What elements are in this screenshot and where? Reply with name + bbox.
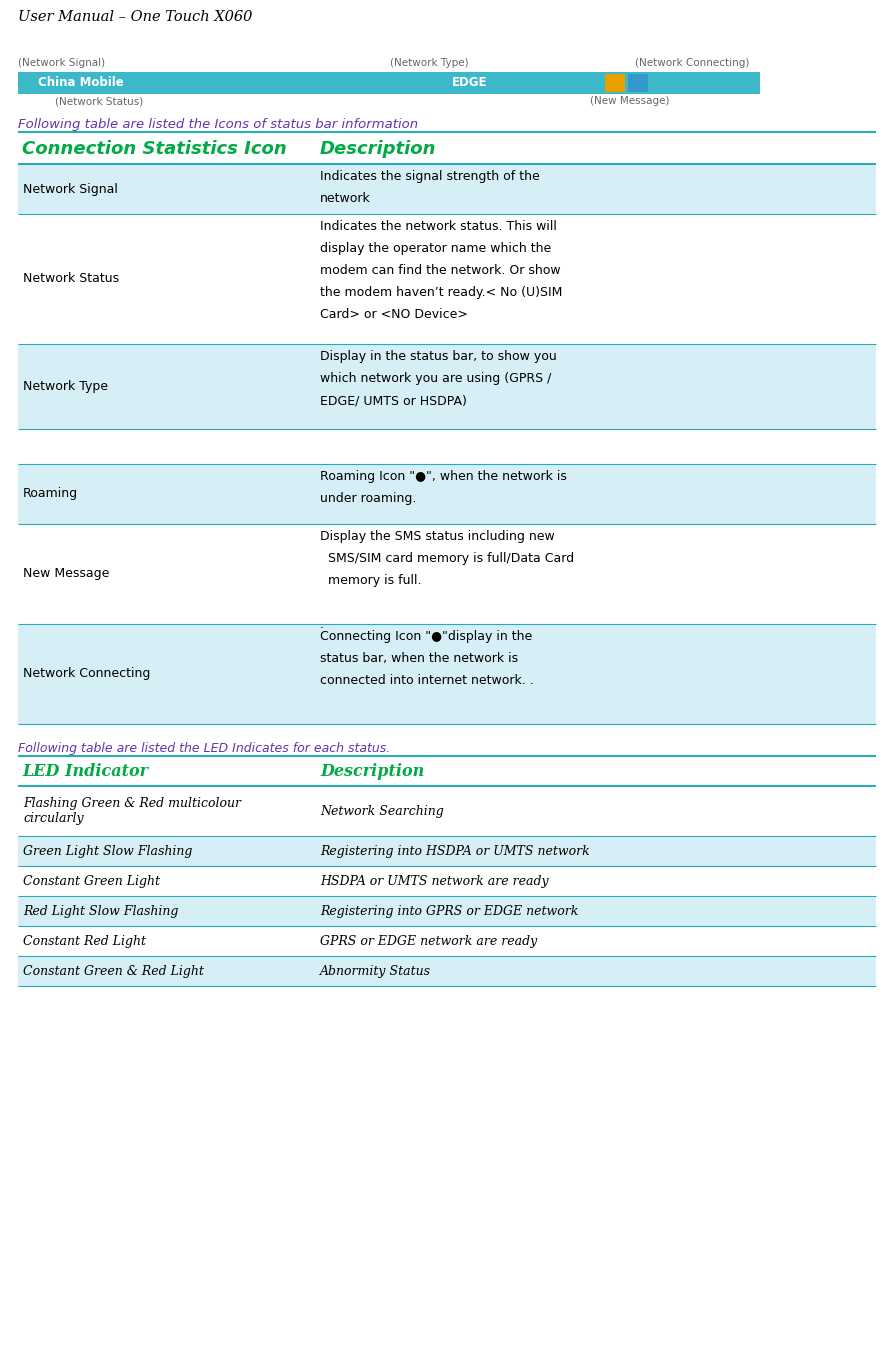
Bar [18, 625, 876, 724]
Text: Following table are listed the LED Indicates for each status.: Following table are listed the LED Indic… [18, 742, 390, 755]
Text: Roaming: Roaming [23, 487, 78, 501]
Text: New Message: New Message [23, 568, 109, 580]
Bar [18, 429, 876, 464]
Text: Description: Description [320, 763, 424, 781]
Bar [628, 74, 648, 92]
Bar [18, 164, 876, 214]
Bar [18, 345, 876, 429]
Bar [18, 786, 876, 836]
Text: Abnormity Status: Abnormity Status [320, 965, 431, 977]
Text: Roaming Icon "●", when the network is
under roaming.: Roaming Icon "●", when the network is un… [320, 470, 567, 505]
Bar [18, 836, 876, 865]
Text: China Mobile: China Mobile [38, 75, 124, 89]
Text: User Manual – One Touch X060: User Manual – One Touch X060 [18, 9, 252, 24]
Text: Network Searching: Network Searching [320, 805, 444, 817]
Text: LED Indicator: LED Indicator [22, 763, 148, 781]
Text: Indicates the signal strength of the
network: Indicates the signal strength of the net… [320, 170, 540, 205]
Text: Network Status: Network Status [23, 272, 119, 285]
Text: Constant Green Light: Constant Green Light [23, 875, 160, 887]
Bar [18, 926, 876, 956]
Text: Connecting Icon "●"display in the
status bar, when the network is
connected into: Connecting Icon "●"display in the status… [320, 630, 533, 686]
Text: Description: Description [320, 140, 436, 157]
Text: Red Light Slow Flashing: Red Light Slow Flashing [23, 905, 179, 918]
Text: (Network Signal): (Network Signal) [18, 58, 105, 69]
Text: Constant Green & Red Light: Constant Green & Red Light [23, 965, 204, 977]
Bar [18, 956, 876, 987]
Text: (Network Status): (Network Status) [55, 96, 143, 106]
Text: Display the SMS status including new
  SMS/SIM card memory is full/Data Card
  m: Display the SMS status including new SMS… [320, 530, 574, 631]
Text: Connection Statistics Icon: Connection Statistics Icon [22, 140, 287, 157]
Text: Registering into GPRS or EDGE network: Registering into GPRS or EDGE network [320, 905, 579, 918]
Text: Flashing Green & Red multicolour
circularly: Flashing Green & Red multicolour circula… [23, 797, 241, 825]
Bar [18, 464, 876, 524]
Bar [18, 71, 760, 94]
Bar [18, 135, 876, 164]
Text: (Network Type): (Network Type) [390, 58, 469, 69]
Text: HSDPA or UMTS network are ready: HSDPA or UMTS network are ready [320, 875, 549, 887]
Text: (Network Connecting): (Network Connecting) [635, 58, 749, 69]
Bar [18, 865, 876, 896]
Text: Network Connecting: Network Connecting [23, 668, 150, 681]
Text: (New Message): (New Message) [590, 96, 669, 106]
Text: Network Type: Network Type [23, 380, 108, 393]
Text: GPRS or EDGE network are ready: GPRS or EDGE network are ready [320, 934, 537, 948]
Text: Following table are listed the Icons of status bar information: Following table are listed the Icons of … [18, 118, 418, 131]
Text: Network Signal: Network Signal [23, 183, 118, 195]
Bar [18, 524, 876, 625]
Text: Display in the status bar, to show you
which network you are using (GPRS /
EDGE/: Display in the status bar, to show you w… [320, 350, 557, 406]
Text: Indicates the network status. This will
display the operator name which the
mode: Indicates the network status. This will … [320, 219, 563, 320]
Bar [18, 896, 876, 926]
Bar [18, 214, 876, 345]
Bar [18, 758, 876, 786]
Text: EDGE: EDGE [453, 77, 488, 89]
Bar [605, 74, 625, 92]
Text: Green Light Slow Flashing: Green Light Slow Flashing [23, 844, 192, 857]
Text: Constant Red Light: Constant Red Light [23, 934, 146, 948]
Text: Registering into HSDPA or UMTS network: Registering into HSDPA or UMTS network [320, 844, 589, 857]
